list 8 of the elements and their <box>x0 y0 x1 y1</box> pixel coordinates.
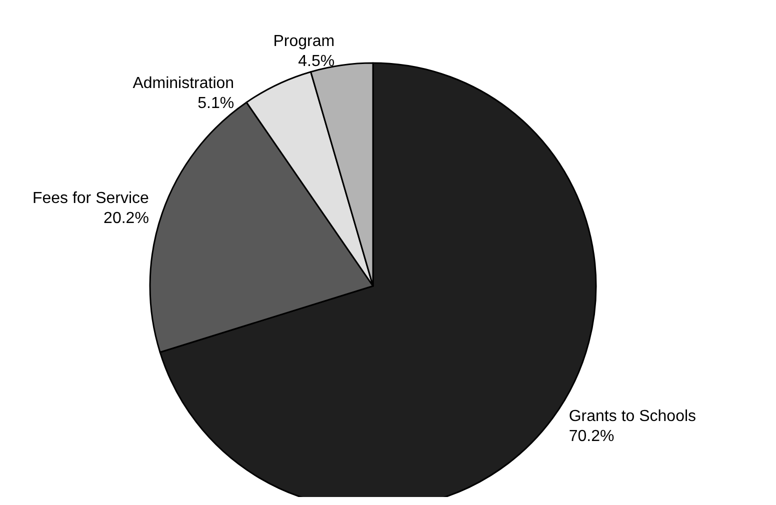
slice-label: Fees for Service <box>32 190 150 208</box>
slice-label: Program <box>273 32 335 50</box>
slice-label: Administration <box>132 74 234 92</box>
slice-label: Grants to Schools <box>568 408 696 426</box>
data-label: 70.2% <box>568 428 614 446</box>
data-label: 4.5% <box>298 52 335 70</box>
data-label: 5.1% <box>198 94 234 112</box>
data-label: 20.2% <box>104 210 149 228</box>
